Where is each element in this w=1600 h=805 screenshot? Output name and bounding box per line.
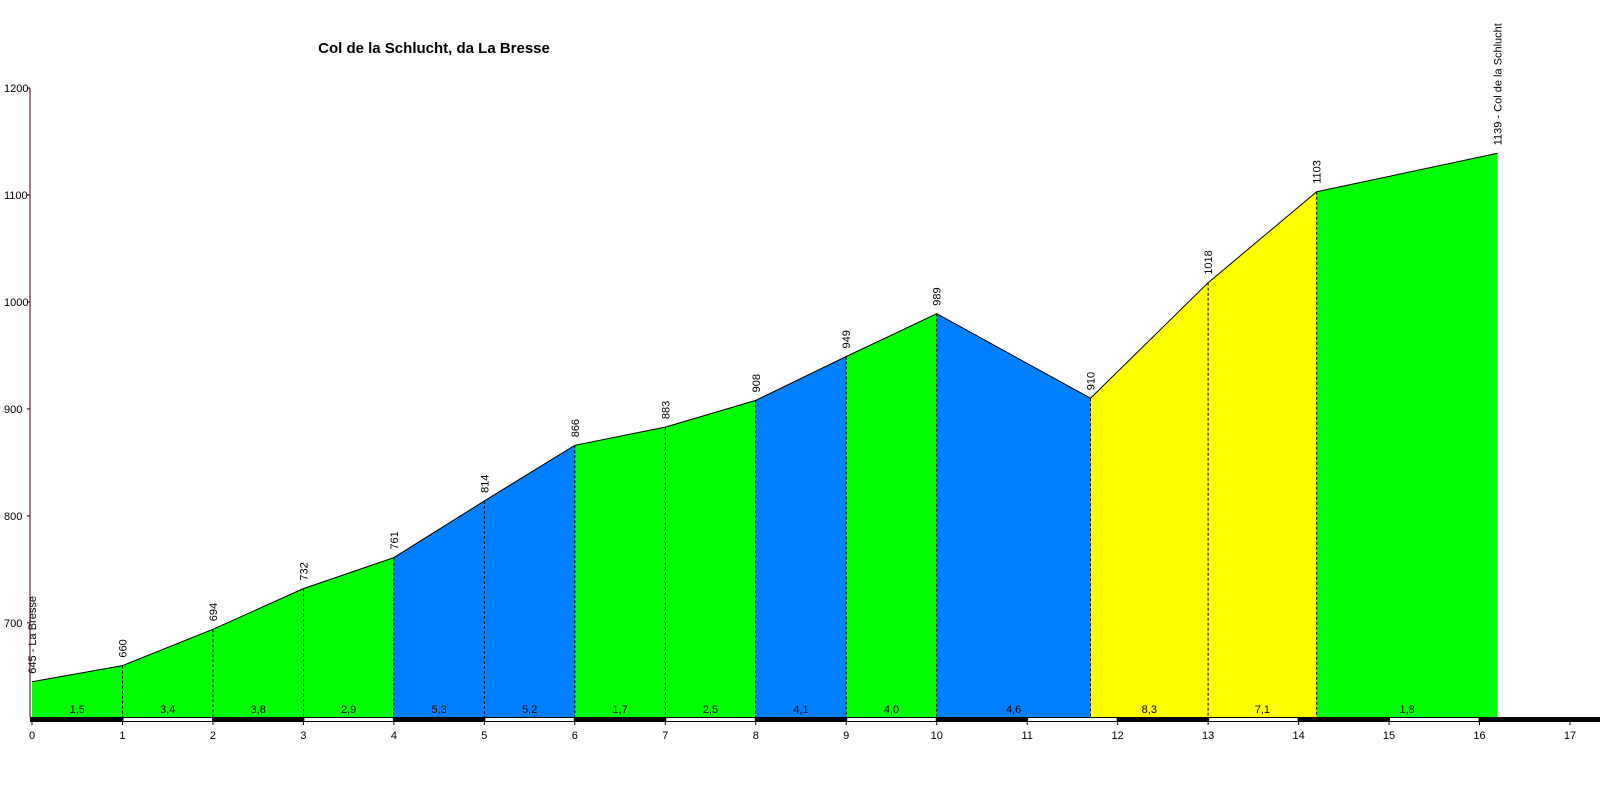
- x-tick-label: 9: [843, 730, 849, 742]
- point-label: 761: [389, 531, 401, 549]
- point-label: 814: [479, 475, 491, 493]
- gradient-label: 5,3: [431, 704, 446, 716]
- x-tick-label: 6: [572, 730, 578, 742]
- distance-bar-stripe: [1390, 718, 1479, 721]
- gradient-label: 2,9: [341, 704, 356, 716]
- x-tick-label: 5: [481, 730, 487, 742]
- gradient-label: 4,1: [793, 704, 808, 716]
- segment-area: [122, 629, 213, 717]
- point-label: 883: [660, 401, 672, 419]
- segment-area: [1090, 282, 1209, 717]
- point-label: 1018: [1203, 250, 1215, 274]
- distance-bar-stripe: [123, 718, 212, 721]
- gradient-label: 4,0: [884, 704, 899, 716]
- x-tick-label: 13: [1202, 730, 1214, 742]
- point-label: 660: [117, 639, 129, 657]
- y-tick-label: 900: [4, 404, 22, 416]
- segment-area: [846, 313, 937, 717]
- gradient-label: 1,5: [70, 704, 85, 716]
- point-label: 694: [208, 603, 220, 621]
- segment-area: [212, 588, 304, 717]
- gradient-label: 7,1: [1255, 704, 1270, 716]
- x-tick-label: 4: [391, 730, 397, 742]
- segment-area: [484, 445, 575, 717]
- x-tick-label: 8: [753, 730, 759, 742]
- distance-bar-stripe: [847, 718, 936, 721]
- point-label: 910: [1086, 372, 1098, 390]
- point-label: 1103: [1312, 160, 1324, 184]
- x-tick-label: 14: [1292, 730, 1304, 742]
- x-tick-label: 0: [29, 730, 35, 742]
- segment-area: [1208, 191, 1317, 717]
- y-tick-label: 1000: [4, 297, 28, 309]
- x-tick-label: 16: [1473, 730, 1485, 742]
- profile-line: [31, 152, 1498, 683]
- x-tick-label: 11: [1021, 730, 1032, 742]
- distance-bar-stripe: [1028, 718, 1117, 721]
- segment-area: [393, 500, 485, 717]
- gradient-label: 8,3: [1142, 704, 1157, 716]
- y-tick-label: 1200: [4, 83, 28, 95]
- distance-bar-stripe: [666, 718, 755, 721]
- segment-area: [1316, 153, 1498, 717]
- gradient-label: 1,8: [1400, 704, 1415, 716]
- x-tick-label: 3: [300, 730, 306, 742]
- x-tick-label: 17: [1564, 730, 1576, 742]
- distance-bar: [30, 717, 1600, 722]
- x-tick-label: 1: [119, 730, 125, 742]
- x-tick-label: 7: [662, 730, 668, 742]
- segment-area: [303, 557, 394, 717]
- gradient-label: 4,6: [1006, 704, 1021, 716]
- distance-bar-stripe: [485, 718, 574, 721]
- gradient-label: 3,4: [160, 704, 175, 716]
- segment-area: [574, 427, 666, 717]
- point-label: 1139 - Col de la Schlucht: [1493, 23, 1505, 145]
- segment-area: [32, 665, 123, 717]
- point-label: 989: [932, 287, 944, 305]
- distance-bar-stripe: [304, 718, 393, 721]
- gradient-label: 1,7: [612, 704, 627, 716]
- point-label: 732: [298, 562, 310, 580]
- gradient-label: 3,8: [251, 704, 266, 716]
- chart-title: Col de la Schlucht, da La Bresse: [318, 40, 550, 57]
- point-label: 645 - La Bresse: [27, 596, 39, 674]
- point-label: 866: [570, 419, 582, 437]
- point-label: 908: [751, 374, 763, 392]
- y-tick-label: 1100: [4, 190, 28, 202]
- segment-area: [755, 356, 847, 717]
- x-tick-label: 15: [1383, 730, 1395, 742]
- x-tick-label: 2: [210, 730, 216, 742]
- segment-area: [936, 313, 1091, 717]
- x-tick-label: 12: [1112, 730, 1124, 742]
- segment-area: [665, 400, 756, 717]
- x-tick-label: 10: [931, 730, 943, 742]
- point-label: 949: [841, 330, 853, 348]
- gradient-label: 2,5: [703, 704, 718, 716]
- y-tick-label: 800: [4, 511, 22, 523]
- distance-bar-stripe: [1209, 718, 1298, 721]
- gradient-label: 5,2: [522, 704, 537, 716]
- y-tick-label: 700: [4, 618, 22, 630]
